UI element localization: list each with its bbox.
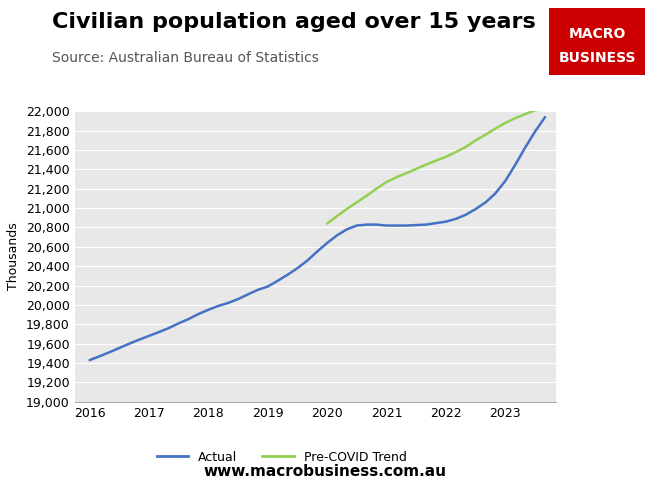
Actual bbox=[274, 278, 281, 284]
Actual bbox=[383, 223, 391, 228]
Actual bbox=[541, 114, 549, 120]
Actual bbox=[343, 227, 350, 232]
Pre-COVID Trend bbox=[343, 206, 350, 212]
Actual bbox=[164, 325, 172, 331]
Pre-COVID Trend bbox=[402, 170, 410, 176]
Actual bbox=[462, 212, 469, 218]
Y-axis label: Thousands: Thousands bbox=[7, 223, 20, 290]
Pre-COVID Trend bbox=[363, 193, 370, 198]
Actual bbox=[244, 291, 252, 297]
Actual bbox=[333, 232, 341, 238]
Actual bbox=[224, 300, 232, 306]
Text: Civilian population aged over 15 years: Civilian population aged over 15 years bbox=[52, 12, 536, 32]
Pre-COVID Trend bbox=[353, 199, 361, 205]
Pre-COVID Trend bbox=[531, 107, 539, 113]
Actual bbox=[452, 216, 460, 222]
Pre-COVID Trend bbox=[383, 179, 391, 185]
Pre-COVID Trend bbox=[501, 120, 509, 126]
Actual bbox=[432, 220, 439, 226]
Pre-COVID Trend bbox=[422, 162, 430, 167]
Actual bbox=[205, 307, 213, 313]
Pre-COVID Trend bbox=[412, 166, 420, 172]
Actual bbox=[501, 178, 509, 184]
Actual bbox=[412, 222, 420, 228]
Actual bbox=[521, 145, 528, 151]
Actual bbox=[442, 219, 450, 225]
Actual bbox=[294, 265, 302, 271]
Pre-COVID Trend bbox=[393, 174, 400, 180]
Actual bbox=[512, 162, 519, 167]
Actual bbox=[185, 316, 192, 322]
Actual bbox=[145, 333, 153, 339]
Actual bbox=[472, 206, 480, 212]
Pre-COVID Trend bbox=[462, 144, 469, 150]
Actual bbox=[304, 257, 311, 263]
Actual bbox=[86, 357, 94, 363]
Text: Source: Australian Bureau of Statistics: Source: Australian Bureau of Statistics bbox=[52, 51, 319, 65]
Actual bbox=[353, 223, 361, 228]
Line: Pre-COVID Trend: Pre-COVID Trend bbox=[327, 109, 545, 224]
Actual bbox=[264, 284, 272, 289]
Pre-COVID Trend bbox=[491, 126, 499, 132]
Actual bbox=[363, 222, 370, 227]
Pre-COVID Trend bbox=[372, 186, 380, 192]
Legend: Actual, Pre-COVID Trend: Actual, Pre-COVID Trend bbox=[151, 446, 411, 469]
Actual bbox=[96, 353, 103, 359]
Pre-COVID Trend bbox=[512, 115, 519, 121]
Actual bbox=[234, 296, 242, 302]
Actual bbox=[393, 223, 400, 228]
Actual bbox=[194, 311, 202, 317]
Text: BUSINESS: BUSINESS bbox=[558, 51, 636, 65]
Actual bbox=[531, 129, 539, 135]
Pre-COVID Trend bbox=[432, 158, 439, 164]
Text: MACRO: MACRO bbox=[569, 27, 626, 41]
Actual bbox=[402, 223, 410, 228]
Actual bbox=[313, 249, 321, 255]
Actual bbox=[372, 222, 380, 227]
Pre-COVID Trend bbox=[452, 149, 460, 155]
Actual bbox=[175, 320, 183, 326]
Actual bbox=[323, 240, 331, 246]
Pre-COVID Trend bbox=[472, 137, 480, 143]
Actual bbox=[105, 349, 113, 355]
Actual bbox=[482, 199, 489, 205]
Line: Actual: Actual bbox=[90, 117, 545, 360]
Pre-COVID Trend bbox=[541, 106, 549, 112]
Pre-COVID Trend bbox=[521, 111, 528, 117]
Actual bbox=[214, 303, 222, 309]
Actual bbox=[254, 287, 261, 293]
Actual bbox=[135, 337, 143, 343]
Pre-COVID Trend bbox=[323, 221, 331, 227]
Actual bbox=[125, 341, 133, 347]
Pre-COVID Trend bbox=[482, 132, 489, 137]
Actual bbox=[283, 272, 291, 278]
Pre-COVID Trend bbox=[442, 154, 450, 160]
Pre-COVID Trend bbox=[333, 213, 341, 219]
Actual bbox=[422, 222, 430, 227]
Actual bbox=[116, 345, 124, 351]
Actual bbox=[491, 191, 499, 197]
Actual bbox=[155, 329, 163, 335]
Text: www.macrobusiness.com.au: www.macrobusiness.com.au bbox=[203, 464, 447, 479]
